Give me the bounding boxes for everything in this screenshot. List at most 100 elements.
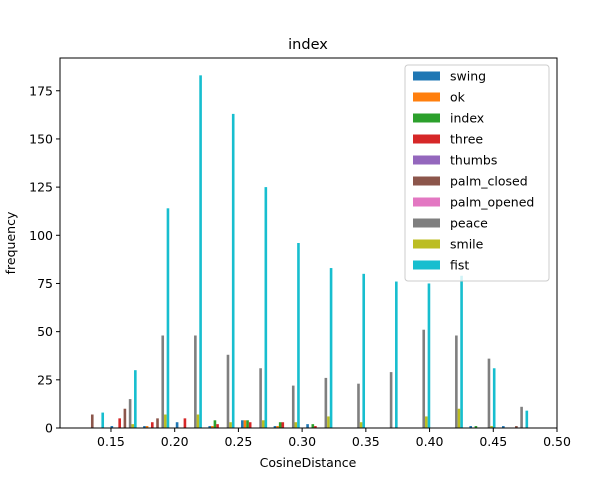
- legend-label-three: three: [450, 132, 483, 147]
- bar-swing-bin-13: [502, 426, 505, 428]
- bar-swing-bin-7: [306, 424, 309, 428]
- bar-peace-bin-3: [194, 335, 197, 428]
- bar-swing-bin-12: [469, 426, 473, 428]
- bar-peace-bin-9: [389, 372, 393, 428]
- bar-fist-bin-7: [329, 268, 333, 428]
- bar-fist-bin-12: [492, 368, 496, 428]
- bar-peace-bin-4: [226, 354, 230, 428]
- bar-three-bin-4: [216, 424, 219, 428]
- bar-fist-bin-13: [525, 410, 529, 428]
- x-tick-label: 0.25: [224, 434, 252, 449]
- legend-swatch-index: [413, 113, 440, 123]
- legend-label-palm_closed: palm_closed: [450, 174, 528, 189]
- legend-swatch-palm_opened: [413, 197, 440, 207]
- bar-peace-bin-2: [161, 335, 165, 428]
- legend-label-smile: smile: [450, 237, 484, 252]
- legend-swatch-three: [413, 134, 440, 144]
- bar-ok-bin-6: [276, 426, 279, 428]
- legend-label-swing: swing: [450, 69, 486, 84]
- legend-label-ok: ok: [450, 90, 466, 105]
- bar-peace-bin-5: [259, 368, 262, 428]
- legend-swatch-thumbs: [413, 155, 440, 165]
- bar-fist-bin-0: [101, 412, 105, 428]
- legend-label-index: index: [450, 111, 484, 126]
- bar-index-bin-12: [474, 426, 478, 428]
- bar-smile-bin-1: [131, 424, 135, 428]
- bar-three-bin-7: [314, 426, 317, 428]
- bar-peace-bin-11: [455, 335, 458, 428]
- y-tick-label: 0: [45, 421, 53, 436]
- legend-label-peace: peace: [450, 216, 488, 231]
- bar-smile-bin-5: [261, 420, 265, 428]
- bar-ok-bin-5: [243, 420, 247, 428]
- x-tick-label: 0.40: [416, 434, 444, 449]
- bar-peace-bin-7: [324, 377, 328, 428]
- bar-peace-bin-13: [520, 406, 523, 428]
- bar-index-bin-6: [278, 422, 282, 428]
- y-tick-label: 50: [37, 324, 53, 339]
- bar-smile-bin-12: [490, 426, 493, 428]
- bar-fist-bin-10: [427, 283, 431, 428]
- bar-index-bin-7: [311, 424, 315, 428]
- y-tick-label: 75: [37, 276, 53, 291]
- bar-swing-bin-2: [143, 426, 146, 428]
- legend-swatch-fist: [413, 260, 440, 270]
- bar-swing-bin-1: [110, 426, 114, 428]
- bar-smile-bin-3: [196, 414, 200, 428]
- y-tick-label: 150: [29, 131, 53, 146]
- bars-group: [90, 75, 529, 429]
- y-tick-label: 100: [29, 228, 53, 243]
- x-tick-label: 0.50: [543, 434, 571, 449]
- bar-smile-bin-8: [359, 422, 363, 428]
- legend-swatch-smile: [413, 239, 440, 249]
- bar-fist-bin-3: [199, 75, 202, 428]
- bar-smile-bin-6: [294, 422, 298, 428]
- bar-peace-bin-6: [291, 385, 295, 428]
- legend-label-fist: fist: [450, 258, 469, 273]
- bar-ok-bin-4: [211, 426, 214, 428]
- bar-fist-bin-9: [395, 281, 398, 428]
- bar-swing-bin-5: [241, 420, 244, 428]
- bar-palm_closed-bin-13: [515, 426, 518, 428]
- y-axis: 0 25 50 75 100 125 150 175: [29, 83, 60, 436]
- bar-fist-bin-6: [297, 243, 300, 428]
- y-axis-label: frequency: [3, 211, 18, 274]
- x-tick-label: 0.15: [97, 434, 125, 449]
- bar-three-bin-5: [248, 422, 252, 428]
- bar-smile-bin-7: [327, 416, 330, 428]
- bar-three-bin-3: [183, 418, 187, 428]
- bar-swing-bin-3: [175, 422, 179, 428]
- bar-fist-bin-5: [264, 187, 268, 428]
- bar-swing-bin-6: [273, 426, 277, 428]
- y-tick-label: 125: [29, 180, 53, 195]
- chart-title: index: [288, 37, 328, 53]
- x-tick-label: 0.35: [352, 434, 380, 449]
- bar-three-bin-2: [150, 422, 154, 428]
- bar-fist-bin-1: [134, 370, 137, 428]
- bar-palm_closed-bin-0: [90, 414, 94, 428]
- legend-swatch-palm_closed: [413, 176, 440, 186]
- bar-fist-bin-2: [166, 208, 170, 428]
- x-tick-label: 0.45: [479, 434, 507, 449]
- legend-swatch-ok: [413, 92, 440, 102]
- x-axis-label: CosineDistance: [260, 455, 357, 470]
- bar-palm_closed-bin-1: [123, 408, 127, 428]
- bar-fist-bin-4: [231, 113, 235, 428]
- legend-box: [404, 64, 550, 282]
- plot-frame: [59, 57, 558, 429]
- bar-index-bin-4: [213, 420, 217, 428]
- bar-fist-bin-8: [362, 273, 366, 428]
- bar-fist-bin-11: [460, 275, 463, 428]
- bar-three-bin-1: [118, 418, 121, 428]
- y-tick-label: 175: [29, 83, 53, 98]
- bar-smile-bin-4: [229, 422, 232, 428]
- bar-palm_closed-bin-2: [156, 418, 159, 428]
- y-tick-label: 25: [37, 372, 53, 387]
- bar-swing-bin-4: [208, 426, 212, 428]
- legend-label-thumbs: thumbs: [450, 153, 497, 168]
- x-tick-label: 0.30: [288, 434, 316, 449]
- bar-ok-bin-2: [145, 426, 149, 428]
- bar-peace-bin-10: [422, 329, 426, 428]
- legend: swing ok index three thumbs palm_closed palm_o…: [404, 64, 550, 282]
